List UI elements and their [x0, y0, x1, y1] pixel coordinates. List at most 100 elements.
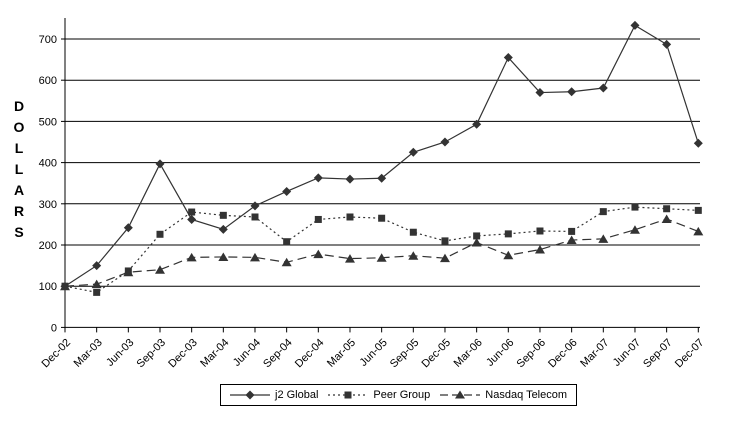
triangle-marker [661, 214, 672, 224]
triangle-marker [313, 249, 324, 259]
triangle-marker [693, 226, 704, 236]
diamond-marker [187, 214, 197, 224]
diamond-marker [92, 261, 102, 271]
square-marker [378, 214, 386, 222]
y-axis-title-letter: A [13, 182, 25, 198]
square-marker [568, 227, 576, 235]
dotted-line-square-icon [328, 391, 369, 399]
square-marker [663, 205, 671, 213]
square-marker [504, 230, 512, 238]
triangle-marker [629, 225, 640, 234]
series-line-peer-group [64, 206, 699, 294]
legend-label-peer-group: Peer Group [373, 389, 431, 401]
legend-item-nasdaq-telecom: Nasdaq Telecom [440, 389, 567, 401]
square-marker [631, 203, 639, 211]
triangle-marker [408, 251, 419, 260]
square-marker [93, 288, 101, 296]
dashed-line-triangle-icon [440, 390, 481, 399]
y-tick-label: 200 [39, 240, 57, 252]
legend-label-j2-global: j2 Global [275, 389, 319, 401]
y-axis-title-letter: O [13, 119, 25, 135]
diamond-marker [155, 159, 165, 169]
x-tick-label: Dec-03 [166, 337, 200, 371]
x-tick-label: Sep-04 [261, 337, 295, 371]
x-tick-label: Dec-02 [40, 337, 74, 371]
triangle-marker [471, 238, 482, 247]
square-marker [694, 206, 702, 214]
y-tick-label: 400 [39, 158, 57, 170]
line-diamond-icon [230, 390, 270, 400]
diamond-marker [630, 20, 640, 30]
square-marker [441, 237, 449, 245]
square-marker [473, 232, 481, 240]
y-tick-label: 100 [39, 281, 57, 293]
legend: j2 Global Peer Group Nasdaq Telecom [220, 384, 578, 406]
triangle-marker [91, 279, 102, 289]
triangle-marker [281, 257, 292, 267]
x-tick-label: Mar-07 [578, 337, 611, 370]
diamond-marker [282, 186, 292, 196]
y-tick-label: 700 [39, 34, 57, 46]
diamond-marker [345, 174, 355, 184]
diamond-marker [693, 138, 703, 148]
y-axis-title-letter: R [13, 203, 25, 219]
legend-item-peer-group: Peer Group [328, 389, 430, 401]
square-marker [156, 230, 164, 238]
diamond-marker [250, 201, 260, 211]
legend-item-j2-global: j2 Global [230, 389, 318, 401]
triangle-marker [439, 253, 450, 263]
x-tick-label: Jun-04 [231, 337, 263, 369]
x-tick-label: Sep-06 [515, 337, 549, 371]
diamond-marker [377, 173, 387, 183]
triangle-marker [344, 254, 355, 263]
x-tick-label: Jun-03 [104, 337, 136, 369]
square-marker [536, 227, 544, 235]
y-tick-label: 300 [39, 199, 57, 211]
y-axis-title-letter: D [13, 98, 25, 114]
square-marker [219, 211, 227, 219]
x-tick-label: Jun-06 [484, 337, 516, 369]
y-tick-label: 600 [39, 75, 57, 87]
y-axis-title-letter: L [14, 161, 24, 177]
diamond-marker [567, 87, 577, 97]
square-marker [188, 208, 196, 216]
y-tick-label: 500 [39, 116, 57, 128]
square-marker [283, 238, 291, 246]
triangle-marker [566, 235, 577, 245]
y-axis-title-letter: L [14, 140, 24, 156]
triangle-marker [376, 253, 387, 262]
y-axis-title-letter: S [14, 224, 24, 240]
x-tick-label: Dec-06 [546, 337, 580, 371]
diamond-marker [123, 223, 133, 233]
x-tick-label: Jun-07 [611, 337, 643, 369]
series-line-j2-global [64, 24, 699, 287]
x-tick-label: Sep-05 [388, 337, 422, 371]
square-marker [599, 208, 607, 216]
y-tick-label: 0 [51, 322, 57, 334]
diamond-marker [218, 224, 228, 234]
x-tick-label: Dec-04 [293, 337, 327, 371]
diamond-marker [472, 119, 482, 129]
square-marker [346, 213, 354, 221]
diamond-marker [535, 88, 545, 98]
triangle-marker [598, 234, 609, 243]
series-line-nasdaq-telecom [64, 218, 699, 287]
square-marker [251, 213, 259, 221]
triangle-marker [249, 252, 260, 262]
x-tick-label: Mar-04 [198, 337, 231, 370]
diamond-marker [503, 53, 513, 63]
square-marker [314, 215, 322, 223]
diamond-marker [662, 39, 672, 49]
diamond-marker [408, 147, 418, 157]
x-tick-label: Dec-07 [673, 337, 707, 371]
x-tick-label: Dec-05 [420, 337, 454, 371]
triangle-marker [123, 267, 134, 277]
triangle-marker [534, 245, 545, 254]
triangle-marker [154, 265, 165, 274]
triangle-marker [218, 252, 229, 261]
triangle-marker [503, 250, 514, 260]
x-tick-label: Sep-03 [135, 337, 169, 371]
